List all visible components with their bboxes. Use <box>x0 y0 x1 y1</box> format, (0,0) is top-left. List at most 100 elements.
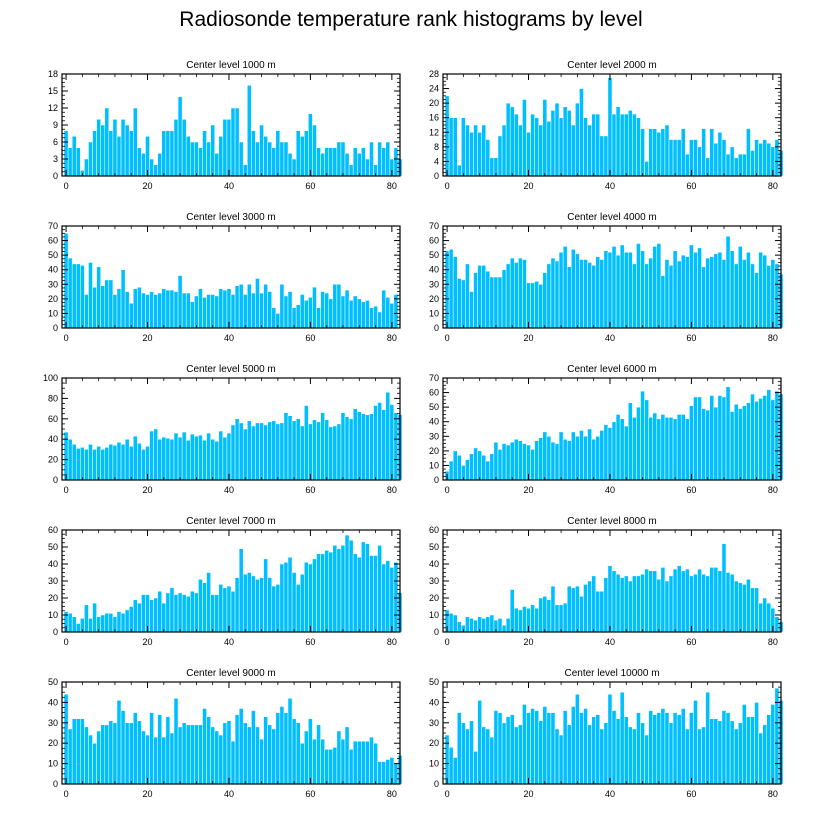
histogram-bar <box>133 712 138 785</box>
histogram-bar <box>153 428 158 481</box>
histogram-bar <box>312 558 317 633</box>
histogram-bar <box>591 113 596 177</box>
histogram-bar <box>754 139 759 177</box>
histogram-bar <box>344 726 350 785</box>
histogram-bar <box>664 580 670 633</box>
histogram-bar <box>218 136 224 177</box>
histogram-bar <box>76 147 81 177</box>
x-tick-label: 80 <box>768 333 778 343</box>
histogram-bar <box>721 710 727 785</box>
histogram-bar <box>452 614 458 633</box>
histogram-bar <box>194 435 199 481</box>
histogram-bar <box>737 408 743 481</box>
y-tick-label: 30 <box>48 279 58 289</box>
histogram-bar <box>287 415 293 481</box>
histogram-bar <box>611 710 617 785</box>
histogram-bar <box>112 119 118 177</box>
histogram-bar <box>153 294 158 329</box>
histogram-bar <box>161 602 167 633</box>
histogram-bar <box>685 256 690 329</box>
histogram-bar <box>721 396 727 481</box>
histogram-bar <box>348 749 354 785</box>
histogram-bar <box>754 272 759 329</box>
histogram-bar <box>644 161 649 177</box>
histogram-bar <box>88 444 93 481</box>
histogram-bar <box>713 253 719 329</box>
figure-title: Radiosonde temperature rank histograms b… <box>179 8 643 31</box>
y-tick-label: 18 <box>48 69 58 79</box>
histogram-bar <box>546 599 552 633</box>
histogram-bar <box>566 110 572 177</box>
histogram-bar <box>595 256 601 329</box>
x-tick-label: 20 <box>524 333 534 343</box>
x-tick-label: 40 <box>605 333 615 343</box>
y-tick-label: 20 <box>48 294 58 304</box>
histogram-bar <box>566 585 572 633</box>
histogram-bar <box>509 257 515 329</box>
histogram-panel: Center level 5000 m 0 20 40 60 80 0 20 40 60 80 100 <box>43 364 403 495</box>
histogram-bar <box>242 428 248 481</box>
histogram-bar <box>194 295 199 329</box>
histogram-bar <box>116 700 122 785</box>
histogram-bar <box>591 265 596 329</box>
histogram-bar <box>575 436 580 481</box>
histogram-bar <box>619 113 625 177</box>
histogram-bar <box>497 135 503 177</box>
histogram-bar <box>693 573 698 633</box>
histogram-bar <box>320 738 325 785</box>
histogram-bar <box>190 590 195 633</box>
histogram-bar <box>336 284 342 329</box>
histogram-bar <box>267 291 272 329</box>
x-tick-label: 40 <box>224 333 234 343</box>
histogram-bar <box>210 726 215 785</box>
histogram-bar <box>619 577 625 633</box>
histogram-bar <box>356 411 362 481</box>
histogram-bar <box>489 736 495 785</box>
histogram-bar <box>316 553 321 633</box>
histogram-bar <box>615 414 621 481</box>
histogram-bar <box>308 113 313 177</box>
histogram-bar <box>762 139 767 177</box>
histogram-bar <box>636 117 641 177</box>
histogram-bar <box>550 441 556 481</box>
histogram-bar <box>697 568 702 633</box>
histogram-bar <box>448 117 454 177</box>
histogram-bar <box>477 132 482 177</box>
histogram-bar <box>587 580 592 633</box>
histogram-bar <box>84 604 89 633</box>
histogram-bar <box>473 619 478 633</box>
histogram-bar <box>198 434 203 481</box>
histogram-bar <box>697 396 702 481</box>
panel-title: Center level 4000 m <box>567 212 657 223</box>
y-tick-label: 100 <box>43 373 58 383</box>
histogram-bar <box>623 716 629 785</box>
histogram-bar <box>263 558 268 633</box>
histogram-bar <box>770 259 776 329</box>
histogram-bar <box>340 738 346 785</box>
histogram-bar <box>522 606 527 633</box>
y-tick-label: 0 <box>53 779 58 789</box>
histogram-bar <box>242 573 248 633</box>
histogram-bar <box>177 96 183 177</box>
y-tick-label: 70 <box>48 221 58 231</box>
histogram-bar <box>583 584 588 633</box>
y-tick-label: 24 <box>429 84 439 94</box>
histogram-bar <box>177 275 183 329</box>
histogram-bar <box>279 284 285 329</box>
histogram-bar <box>530 282 535 329</box>
histogram-bar <box>92 130 97 177</box>
histogram-bar <box>373 555 378 633</box>
histogram-bar <box>348 300 354 329</box>
histogram-bar <box>733 728 739 785</box>
histogram-bar <box>120 119 126 177</box>
histogram-bar <box>640 250 645 329</box>
histogram-bar <box>259 124 264 177</box>
histogram-bar <box>501 124 507 177</box>
histogram-bar <box>185 724 191 785</box>
histogram-bar <box>295 304 301 329</box>
histogram-bar <box>104 279 110 329</box>
histogram-bar <box>652 570 658 633</box>
histogram-bar <box>226 119 232 177</box>
y-tick-label: 40 <box>429 697 439 707</box>
histogram-bar <box>348 418 354 481</box>
